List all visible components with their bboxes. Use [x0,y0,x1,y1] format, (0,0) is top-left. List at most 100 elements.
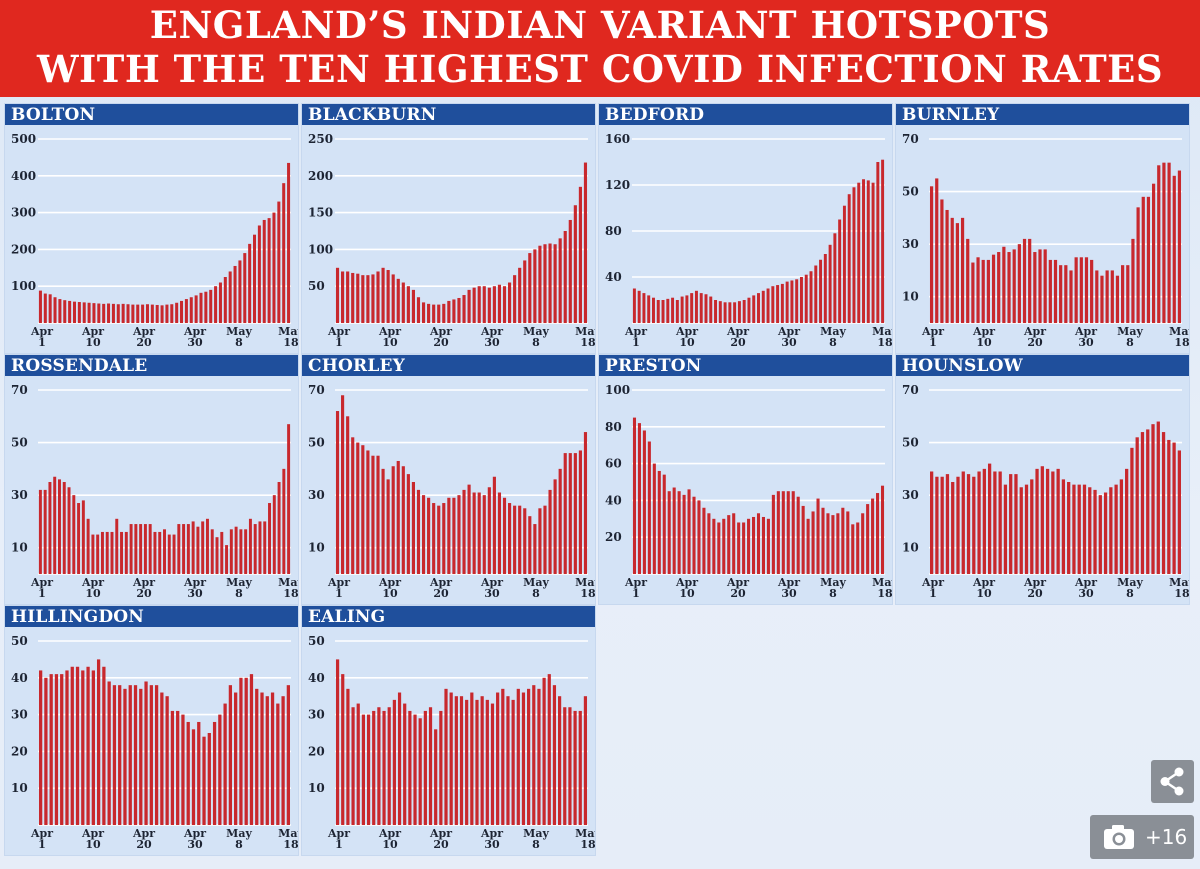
bar [243,253,247,323]
photo-gallery-button[interactable]: +16 [1090,815,1194,859]
bar [72,301,76,323]
x-tick-label-month: Apr [726,576,749,589]
bar [1098,495,1102,574]
x-tick-label-day: 1 [929,587,937,600]
bar [215,537,219,574]
bar [1056,468,1060,574]
bar [771,494,775,574]
bar [846,511,850,574]
bar [538,508,542,574]
bar [209,289,213,323]
bar [406,474,410,574]
bar [692,496,696,574]
bar [205,518,209,574]
bar [552,685,557,825]
bar [176,710,180,825]
x-tick-label-month: May [1169,576,1189,589]
bar [776,285,780,323]
bar [182,524,186,574]
header-banner: ENGLAND’S INDIAN VARIANT HOTSPOTS WITH T… [0,0,1200,97]
bar [120,531,124,574]
bar [454,696,458,825]
y-tick-label: 400 [11,169,36,183]
bar [218,714,222,825]
x-tick-label-day: 10 [85,838,101,851]
y-tick-label: 40 [605,270,622,284]
bar [191,521,195,574]
bar [411,289,415,323]
bar [1028,238,1032,323]
bar [253,234,257,323]
x-tick-label-day: 10 [85,336,101,349]
bar [70,666,74,825]
bar [475,699,479,825]
x-tick-label-day: 8 [829,587,837,600]
x-tick-label-day: 20 [730,587,746,600]
bar [950,217,954,323]
x-tick-label-month: May [278,325,298,338]
x-tick-label-month: May [1117,325,1143,338]
x-tick-label-month: Apr [378,325,401,338]
chart-panel-bedford: BEDFORD 40 80 120 160 Apr 1 Apr 10 Apr 20 Apr 30 May 8… [599,104,892,353]
bar [239,529,243,574]
bar [841,507,845,574]
bar [492,286,496,323]
x-tick-label-day: 30 [187,587,203,600]
bar [149,685,153,825]
bar [761,290,765,323]
bar [1053,259,1058,323]
bar [465,699,469,825]
bar [1103,492,1108,574]
x-tick-label-month: Apr [183,325,206,338]
bar [1022,238,1027,323]
bar [77,503,81,574]
x-tick-label-day: 30 [484,587,500,600]
chart-title: CHORLEY [302,355,595,376]
bar [335,411,340,574]
bar [58,479,61,574]
x-tick-label-day: 8 [829,336,837,349]
bar [657,470,661,574]
bar [477,286,481,323]
bar [49,674,53,825]
bar [371,455,375,574]
x-tick-label-day: 20 [433,838,449,851]
bar [186,524,190,574]
bar [234,526,238,574]
bar [987,463,992,574]
bar [371,274,375,323]
bar [392,699,396,825]
bar [91,534,95,574]
bar [396,278,400,323]
y-tick-label: 10 [308,781,325,795]
bar [502,497,507,574]
chart-title: BURNLEY [896,104,1189,125]
bar [286,685,290,825]
bar [1177,170,1182,323]
x-tick-label-day: 10 [679,336,695,349]
y-tick-label: 120 [605,178,630,192]
bar [408,710,412,825]
bar [497,284,502,323]
bar [67,487,71,574]
bar [647,441,651,574]
bar [485,699,489,825]
bar [776,491,780,574]
bar [480,696,484,825]
y-tick-label: 30 [308,708,325,722]
bar [186,721,190,825]
bar [1167,162,1171,323]
bar [229,529,233,574]
bar [218,282,222,323]
bar [1067,482,1071,574]
bar [831,515,835,574]
share-button[interactable] [1151,760,1194,803]
bar [790,280,794,323]
chart-title: ROSSENDALE [5,355,298,376]
y-tick-label: 50 [308,436,325,450]
bar [272,212,276,323]
bar [268,503,271,574]
x-tick-label-month: Apr [675,576,698,589]
bar [351,437,355,574]
bar [428,707,433,825]
